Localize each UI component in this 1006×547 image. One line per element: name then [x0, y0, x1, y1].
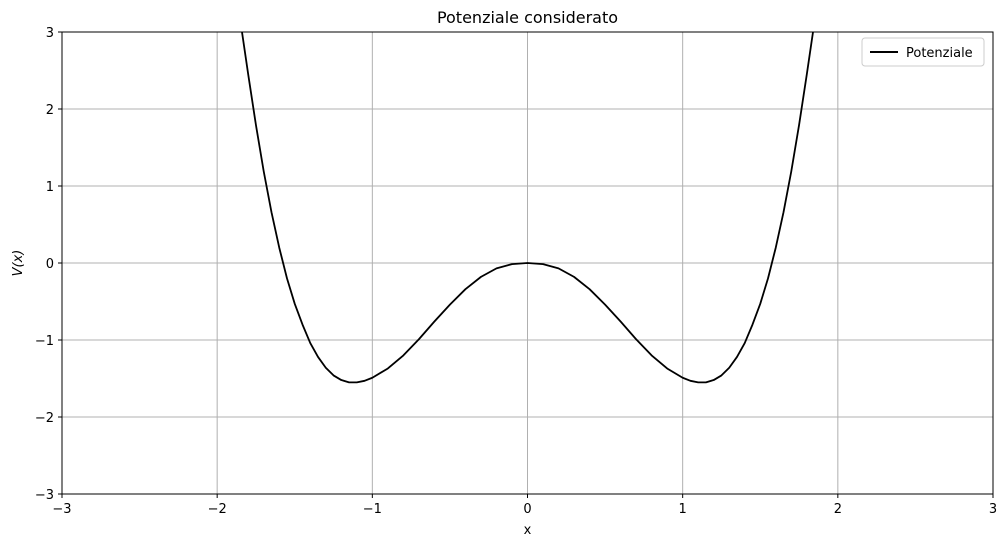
legend-box: [861, 37, 985, 67]
series-line-potenziale: [241, 31, 814, 384]
legend-label: Potenziale: [906, 46, 973, 61]
x-tick-label: 0: [523, 502, 531, 517]
y-tick-label: −1: [35, 334, 54, 349]
y-tick-label: 2: [46, 103, 54, 118]
chart-title: Potenziale considerato: [437, 8, 618, 27]
ticks: −3 −2 −1 0 1 2 3 −3 −2 −1 0 1 2 3: [35, 26, 997, 517]
x-tick-label: 3: [989, 502, 997, 517]
x-tick-label: −2: [208, 502, 227, 517]
x-tick-label: −1: [363, 502, 382, 517]
y-tick-label: −3: [35, 488, 54, 503]
y-axis-label: V(x): [11, 250, 26, 277]
y-tick-label: 3: [46, 26, 54, 41]
x-tick-label: 2: [834, 502, 842, 517]
y-tick-label: 0: [46, 257, 54, 272]
x-tick-label: −3: [52, 502, 71, 517]
y-tick-label: −2: [35, 411, 54, 426]
plot-area: [241, 31, 814, 384]
legend: Potenziale: [861, 37, 985, 67]
y-tick-label: 1: [46, 180, 54, 195]
x-tick-label: 1: [679, 502, 687, 517]
x-axis-label: x: [524, 523, 532, 538]
